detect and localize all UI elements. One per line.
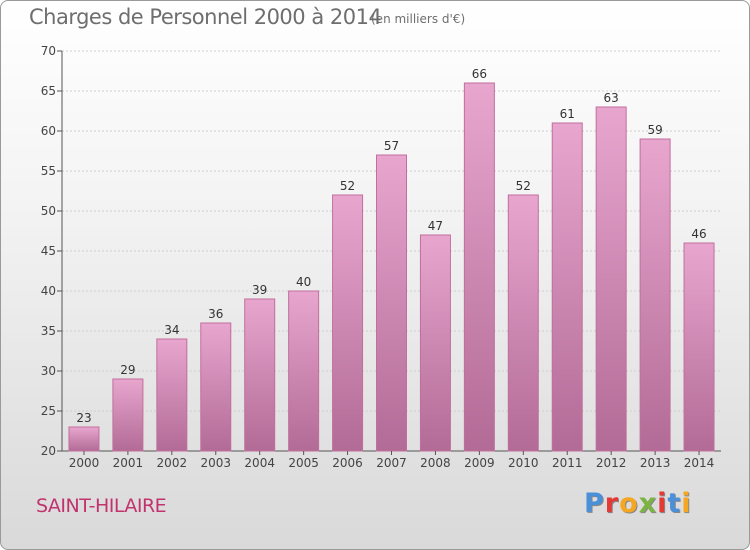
data-label: 52 [340,179,355,193]
bar [68,426,100,452]
logo-letter: o [619,488,639,519]
logo-letter: i [681,488,692,519]
bar [200,322,232,452]
x-tick-label: 2014 [684,456,715,470]
bar [595,106,627,452]
y-tick-label: 55 [41,164,56,178]
x-tick-label: 2002 [157,456,188,470]
bar [683,242,715,452]
data-label: 63 [604,91,619,105]
logo-letter: t [667,488,682,519]
logo-letter: P [584,488,605,519]
y-tick-label: 40 [41,284,56,298]
logo-letter: i [657,488,668,519]
y-tick-label: 20 [41,444,56,458]
x-tick-label: 2008 [420,456,451,470]
data-label: 66 [472,67,487,81]
bar [639,138,671,452]
y-tick-label: 25 [41,404,56,418]
y-tick-label: 60 [41,124,56,138]
data-label: 39 [252,283,267,297]
data-label: 61 [560,107,575,121]
data-label: 40 [296,275,311,289]
y-tick-label: 30 [41,364,56,378]
data-label: 57 [384,139,399,153]
x-tick-labels: 2000 2001 2002 2003 2004 2005 2006 2007 2008 2009… [69,451,715,470]
x-tick-label: 2004 [244,456,275,470]
x-tick-label: 2006 [332,456,363,470]
y-tick-label: 65 [41,84,56,98]
x-tick-label: 2009 [464,456,495,470]
x-tick-label: 2007 [376,456,407,470]
y-tick-label: 50 [41,204,56,218]
y-tick-label: 45 [41,244,56,258]
data-label: 36 [208,307,223,321]
data-label: 34 [164,323,179,337]
proxiti-logo[interactable]: Proxiti [584,488,692,519]
data-label: 47 [428,219,443,233]
bars [68,82,715,452]
bar [376,154,407,452]
x-tick-label: 2005 [288,456,319,470]
chart-title: Charges de Personnel 2000 à 2014 [29,5,382,29]
x-tick-label: 2012 [596,456,627,470]
bar [332,194,364,452]
y-tick-label: 70 [41,44,56,58]
commune-name: SAINT-HILAIRE [36,495,167,517]
x-tick-label: 2001 [113,456,144,470]
y-tick-label: 35 [41,324,56,338]
y-tick-labels: 20 25 30 35 40 45 50 55 60 65 70 [41,44,56,458]
data-label: 23 [76,411,91,425]
chart-subtitle: (en milliers d'€) [371,12,466,26]
data-label: 59 [647,123,662,137]
bar [463,82,495,452]
x-tick-label: 2010 [508,456,539,470]
bar [244,298,276,452]
x-tick-label: 2000 [69,456,100,470]
data-label: 29 [120,363,135,377]
bar [507,194,539,452]
x-tick-label: 2003 [200,456,231,470]
bar [551,122,583,452]
bar [288,290,320,452]
logo-letter: r [604,488,620,519]
bar [156,338,188,452]
x-tick-label: 2011 [552,456,583,470]
data-label: 46 [691,227,706,241]
data-labels: 23 29 34 36 39 40 52 57 47 66 52 61 63 59 46 [76,67,706,425]
data-label: 52 [516,179,531,193]
logo-letter: x [638,488,658,519]
x-tick-label: 2013 [640,456,671,470]
bar [419,234,451,452]
bar [112,378,144,452]
